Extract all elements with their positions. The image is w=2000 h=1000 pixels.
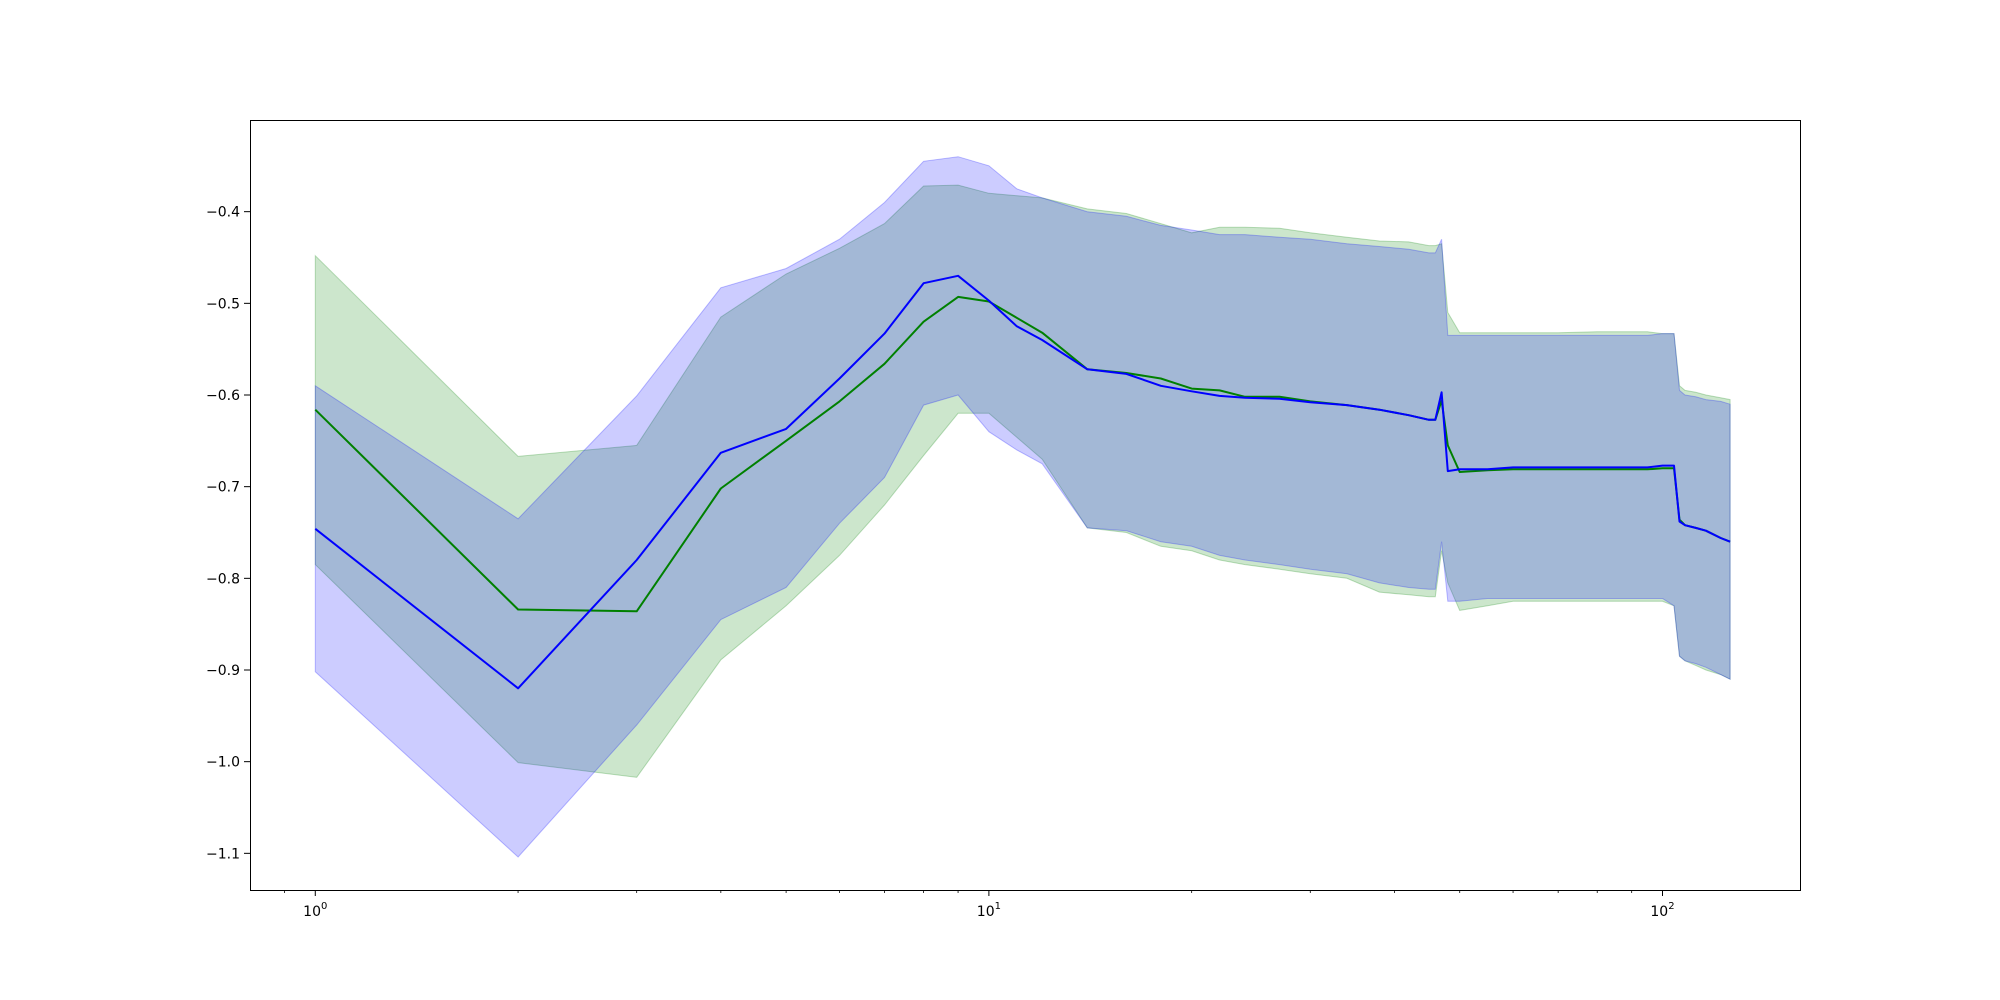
x-tick-label: 100 <box>303 901 327 920</box>
y-tick-label: −0.7 <box>206 480 240 496</box>
series-2-band <box>314 156 1731 858</box>
series-lines <box>314 274 1731 690</box>
y-tick-label: −0.9 <box>206 663 240 679</box>
series-2-line <box>314 274 1731 690</box>
y-axis: −0.4 −0.5 −0.6 −0.7 −0.8 −0.9 −1.0 −1.1 <box>206 205 250 862</box>
x-tick-exponent: 1 <box>995 901 1001 912</box>
x-axis: 100 101 102 <box>284 890 1675 920</box>
x-tick-exponent: 0 <box>321 901 327 912</box>
y-tick-label: −1.1 <box>206 846 240 862</box>
series-1-band <box>314 184 1731 778</box>
y-tick-label: −0.4 <box>206 205 240 221</box>
x-tick-label: 101 <box>977 901 1001 920</box>
x-tick-label: 102 <box>1650 901 1674 920</box>
y-tick-label: −0.8 <box>206 571 240 587</box>
y-tick-label: −1.0 <box>206 755 240 771</box>
x-tick-exponent: 2 <box>1668 901 1674 912</box>
confidence-bands <box>314 156 1731 858</box>
y-tick-label: −0.6 <box>206 388 240 404</box>
x-tick-base: 10 <box>977 904 995 920</box>
y-tick-label: −0.5 <box>206 296 240 312</box>
x-tick-base: 10 <box>303 904 321 920</box>
x-tick-base: 10 <box>1650 904 1668 920</box>
plot-frame <box>250 120 1801 891</box>
